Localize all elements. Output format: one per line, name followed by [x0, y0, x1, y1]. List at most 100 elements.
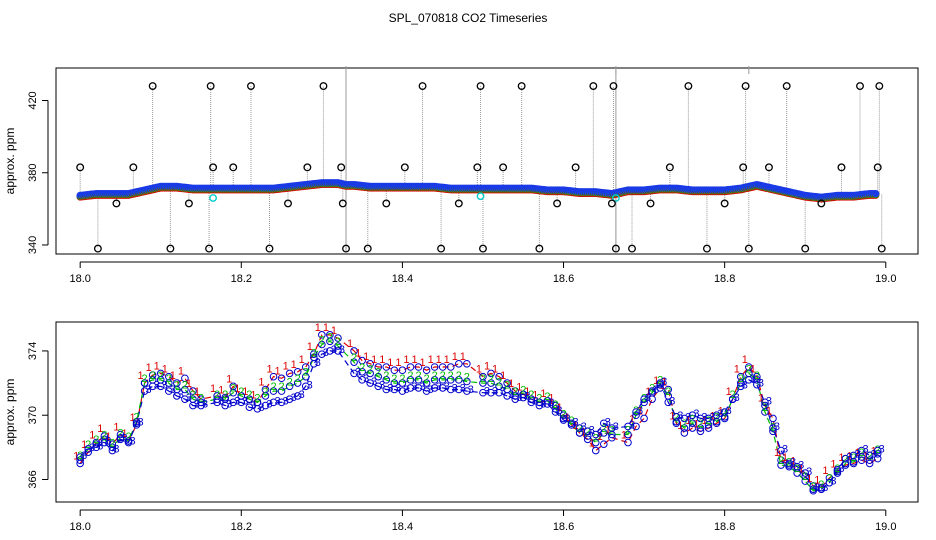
bottom-series-3-symbol: 3 [846, 452, 852, 464]
bottom-series-2-symbol: 2 [826, 473, 832, 485]
bottom-series-1-symbol: 1 [379, 354, 385, 366]
bottom-series-2-marker [624, 430, 632, 439]
bottom-series-3-marker [712, 411, 721, 420]
top-outlier-point [553, 199, 562, 208]
bottom-series-2-marker [140, 379, 149, 387]
bottom-series-2-symbol: 2 [673, 412, 679, 424]
bottom-series-1-symbol: 1 [581, 426, 587, 438]
bottom-series-3-symbol: 3 [669, 395, 675, 407]
bottom-series-1-symbol: 1 [540, 388, 546, 400]
bottom-series-3-symbol: 3 [661, 376, 667, 388]
bottom-series-3-marker [511, 395, 519, 403]
top-outlier-point [499, 163, 508, 172]
bottom-series-3-marker [688, 411, 697, 420]
bottom-series-3-symbol: 3 [97, 440, 103, 452]
bottom-series-2-symbol: 2 [778, 455, 784, 467]
bottom-series-1-marker [293, 368, 302, 376]
top-outlier-point [607, 199, 616, 208]
bottom-x-axis: 18.0 18.2 18.4 18.6 18.8 19.0 [69, 509, 896, 533]
bottom-series-1-symbol: 1 [476, 364, 482, 376]
top-outlier-point [229, 163, 238, 172]
bottom-series-2-marker [430, 376, 439, 384]
bottom-series-1-symbol: 1 [500, 370, 506, 382]
bottom-series-2-symbol: 2 [327, 331, 333, 343]
top-x-tick-label: 18.2 [231, 273, 252, 285]
bottom-series-1-symbol: 1 [863, 450, 869, 462]
bottom-series-2-marker [213, 395, 221, 403]
bottom-series-3-marker [817, 485, 826, 493]
bottom-series-2-symbol: 2 [722, 407, 728, 419]
bottom-series-3-marker [769, 424, 777, 432]
bottom-series-3-marker [406, 384, 415, 392]
bottom-series-1-marker [865, 459, 874, 468]
bottom-series-2-symbol: 2 [875, 444, 881, 456]
bottom-series-2-marker [277, 387, 286, 395]
bottom-series-3-symbol: 3 [266, 399, 272, 411]
bottom-series-3-symbol: 3 [774, 421, 780, 433]
bottom-series-2-symbol: 2 [182, 380, 188, 392]
top-points [76, 179, 880, 203]
bottom-series-1-symbol: 1 [436, 354, 442, 366]
bottom-series-2-marker [406, 376, 415, 384]
bottom-series-1-marker [398, 366, 407, 375]
bottom-series-3-symbol: 3 [460, 383, 466, 395]
bottom-series-1-symbol: 1 [573, 420, 579, 432]
bottom-series-2-symbol: 2 [359, 362, 365, 374]
bottom-series-1-symbol: 1 [629, 413, 635, 425]
bottom-series-1-symbol: 1 [548, 393, 554, 405]
top-x-tick-label: 18.8 [714, 273, 735, 285]
bottom-series-3-symbol: 3 [444, 381, 450, 393]
bottom-series-3-symbol: 3 [283, 395, 289, 407]
bottom-series-2-symbol: 2 [697, 418, 703, 430]
bottom-series-1-symbol: 1 [830, 458, 836, 470]
bottom-series-3-marker [519, 393, 528, 402]
bottom-series-3-marker [753, 380, 761, 389]
bottom-series-1-marker [277, 374, 286, 383]
bottom-series-3-marker [213, 398, 221, 407]
top-x-tick-label: 18.4 [392, 273, 413, 285]
bottom-series-2-symbol: 2 [319, 335, 325, 347]
top-outlier-point [184, 199, 193, 208]
bottom-series-1-symbol: 1 [315, 322, 321, 334]
top-outlier-point [817, 199, 826, 208]
bottom-series-2-symbol: 2 [834, 463, 840, 475]
bottom-series-1-marker [696, 427, 705, 436]
bottom-series-3-marker [253, 404, 262, 413]
bottom-series-2-symbol: 2 [230, 383, 236, 395]
bottom-series-1-symbol: 1 [428, 354, 434, 366]
bottom-series-1-symbol: 1 [226, 373, 232, 385]
bottom-series-3-marker [455, 385, 463, 394]
bottom-series-3-marker [438, 384, 447, 392]
bottom-series-3-marker [583, 427, 592, 436]
bottom-series-3-symbol: 3 [234, 395, 240, 407]
bottom-series-3-symbol: 3 [226, 399, 232, 411]
bottom-series-1-marker [704, 424, 713, 432]
bottom-series-3-symbol: 3 [315, 357, 321, 369]
bottom-series-3-symbol: 3 [105, 436, 111, 448]
bottom-series-3-symbol: 3 [307, 379, 313, 391]
bottom-series-1-symbol: 1 [129, 412, 135, 424]
bottom-series-3-symbol: 3 [782, 444, 788, 456]
bottom-series-1-symbol: 1 [355, 348, 361, 360]
bottom-series-3-symbol: 3 [436, 381, 442, 393]
bottom-series-1-symbol: 1 [484, 360, 490, 372]
bottom-series-1-marker [511, 387, 519, 395]
bottom-series-2-symbol: 2 [794, 463, 800, 475]
bottom-series-1-symbol: 1 [97, 423, 103, 435]
bottom-series-2-symbol: 2 [705, 415, 711, 427]
bottom-series-2-symbol: 2 [456, 370, 462, 382]
bottom-series-1-symbol: 1 [283, 360, 289, 372]
bottom-series-3-symbol: 3 [564, 413, 570, 425]
bottom-series-3-marker [124, 438, 133, 447]
bottom-series-2-symbol: 2 [174, 380, 180, 392]
bottom-series-2-marker [92, 440, 101, 448]
bottom-series-1-marker [422, 366, 431, 375]
bottom-series-2-line [79, 340, 879, 492]
bottom-series-2-symbol: 2 [569, 415, 575, 427]
bottom-series-3-symbol: 3 [806, 466, 812, 478]
bottom-series-1-symbol: 1 [73, 450, 79, 462]
top-outlier-point [319, 82, 328, 91]
bottom-series-2-symbol: 2 [665, 386, 671, 398]
bottom-series-2-marker [76, 456, 84, 465]
top-outlier-point [479, 244, 487, 253]
